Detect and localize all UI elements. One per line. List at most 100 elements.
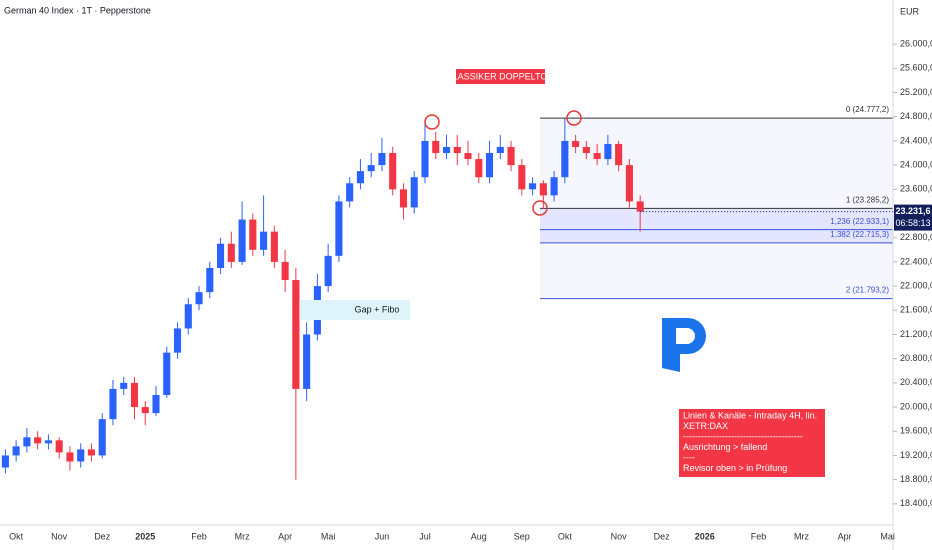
candle-body	[270, 231, 278, 262]
candle-body	[44, 440, 52, 444]
candle-body	[464, 153, 472, 160]
neckline-marker	[532, 200, 548, 216]
price-tag-label: 23.231,6	[895, 206, 930, 216]
candle-body	[496, 146, 504, 154]
y-tick-label: 24.000,0	[900, 159, 932, 169]
candle-body	[367, 165, 375, 172]
candle-body	[34, 437, 42, 444]
candle-body	[561, 140, 569, 178]
note-line: Revisor oben > in Prüfung	[683, 463, 787, 473]
x-tick-label: Jul	[419, 531, 431, 541]
candle-body	[604, 143, 612, 160]
candle-body	[485, 153, 494, 178]
fib-group: 0 (24.777,2) 1 (23.285,2) 1,236 (22.933,1)…	[540, 105, 893, 300]
note-line: Linien & Kanäle - Intraday 4H, lin.	[683, 410, 817, 420]
x-tick-label: Feb	[191, 531, 207, 541]
y-tick-label: 22.800,0	[900, 232, 932, 242]
candle-body	[109, 388, 117, 420]
candle-body	[173, 328, 182, 353]
x-tick-label: Mrz	[235, 531, 250, 541]
candle-body	[539, 183, 547, 196]
x-tick-label: Okt	[558, 531, 573, 541]
y-tick-label: 26.000,0	[900, 39, 932, 49]
fib-label: 1,236 (22.933,1)	[830, 217, 889, 226]
x-tick-label: Apr	[278, 531, 292, 541]
x-tick-label: Mai	[880, 531, 895, 541]
y-tick-label: 23.600,0	[900, 184, 932, 194]
x-tick-label: Okt	[9, 531, 24, 541]
candle-body	[23, 437, 31, 447]
y-tick-label: 20.800,0	[900, 353, 932, 363]
y-tick-label: 19.200,0	[900, 450, 932, 460]
candle-body	[572, 140, 580, 147]
candle-body	[55, 440, 63, 453]
y-tick-label: 21.200,0	[900, 329, 932, 339]
candle-body	[249, 219, 257, 250]
logo	[662, 318, 706, 372]
fib-label: 1,382 (22.715,3)	[830, 230, 889, 239]
currency: EUR	[900, 6, 920, 16]
x-tick-label: Dez	[654, 531, 671, 541]
candle-body	[625, 165, 633, 202]
x-tick-label: Jun	[375, 531, 390, 541]
x-tick-label: Feb	[751, 531, 767, 541]
chart-title: German 40 Index · 1T · Pepperstone	[4, 5, 151, 15]
fib-label: 1 (23.285,2)	[846, 195, 889, 204]
gap-label: Gap + Fibo	[355, 304, 400, 314]
note-line: ----	[683, 452, 695, 462]
pattern-label: KLASSIKER DOPPELTOP	[447, 71, 554, 81]
note-line: XETR:DAX	[683, 421, 728, 431]
price-tag	[894, 204, 932, 231]
pattern-box	[456, 69, 545, 84]
x-tick-label: 2025	[135, 531, 155, 541]
x-tick-label: Dez	[94, 531, 111, 541]
candle-body	[346, 183, 354, 202]
note-line: Ausrichtung > fallend	[683, 442, 767, 452]
candle-body	[260, 231, 268, 250]
candle-body	[442, 146, 451, 154]
candle-body	[281, 261, 289, 281]
candle-body	[324, 255, 332, 287]
candle-body	[227, 243, 235, 262]
candle-body	[141, 407, 149, 414]
y-tick-label: 20.000,0	[900, 401, 932, 411]
x-tick-label: Sep	[514, 531, 530, 541]
note-box	[679, 409, 825, 477]
candle-body	[550, 177, 558, 196]
candle-body	[184, 304, 192, 329]
candle-body	[410, 177, 418, 208]
candle-body	[292, 280, 300, 389]
y-tick-label: 24.400,0	[900, 135, 932, 145]
candle-body	[66, 452, 74, 462]
candle-body	[421, 140, 429, 178]
candle-body	[87, 449, 96, 456]
candle-body	[582, 146, 590, 154]
candle-body	[399, 189, 408, 208]
x-tick-label: Nov	[611, 531, 628, 541]
candle-body	[120, 382, 128, 389]
y-tick-label: 19.600,0	[900, 426, 932, 436]
x-tick-label: Nov	[51, 531, 68, 541]
note-text: Linien & Kanäle - Intraday 4H, lin.XETR:…	[683, 410, 817, 473]
countdown: 06:58:13	[895, 218, 930, 228]
candle-body	[378, 153, 386, 166]
candle-body	[453, 146, 461, 154]
candle-body	[152, 394, 160, 414]
candle-body	[475, 159, 483, 178]
candle-body	[1, 455, 9, 468]
y-tick-label: 25.600,0	[900, 63, 932, 73]
gap-box	[300, 300, 410, 320]
y-tick-label: 20.400,0	[900, 377, 932, 387]
fib-zone	[540, 208, 893, 243]
candle-body	[217, 243, 225, 268]
note-line: ----------------------------------------	[683, 431, 803, 441]
x-tick-label: Apr	[838, 531, 852, 541]
candle-body	[238, 219, 246, 262]
candle-body	[518, 165, 526, 190]
y-tick-label: 25.200,0	[900, 87, 932, 97]
candle-body	[389, 153, 397, 190]
y-tick-label: 18.400,0	[900, 498, 932, 508]
x-tick-label: Mrz	[794, 531, 809, 541]
y-tick-label: 21.600,0	[900, 305, 932, 315]
